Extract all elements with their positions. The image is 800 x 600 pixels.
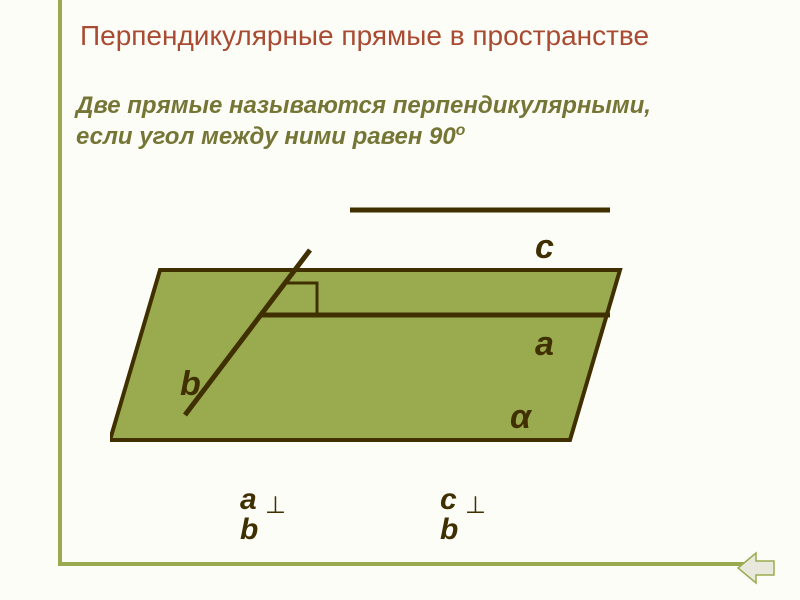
- definition-line1: Две прямые называются перпендикулярными,: [76, 92, 651, 119]
- definition-line2: если угол между ними равен 90: [76, 123, 456, 150]
- definition-degree: о: [456, 122, 466, 139]
- slide-accent-bottom: [58, 562, 758, 566]
- label-c: c: [535, 228, 554, 266]
- perp-symbol-2: ⊥: [465, 494, 486, 518]
- geometry-diagram: c a b α: [110, 180, 670, 480]
- formula1-right: b: [240, 513, 258, 546]
- back-arrow-icon: [736, 551, 776, 585]
- page-title: Перпендикулярные прямые в пространстве: [80, 20, 649, 52]
- back-button[interactable]: [736, 551, 776, 590]
- formula1-left: a: [240, 483, 257, 516]
- label-b: b: [180, 365, 201, 403]
- slide-accent-left: [58, 0, 62, 566]
- formula-a-perp-b: a ⊥ b: [240, 485, 286, 545]
- label-alpha: α: [510, 398, 533, 436]
- formula2-left: c: [440, 483, 457, 516]
- definition-text: Две прямые называются перпендикулярными,…: [76, 90, 651, 152]
- formula-c-perp-b: c ⊥ b: [440, 485, 486, 545]
- formula2-right: b: [440, 513, 458, 546]
- diagram-svg: c a b α: [110, 180, 670, 480]
- perp-symbol-1: ⊥: [265, 494, 286, 518]
- label-a: a: [535, 325, 554, 363]
